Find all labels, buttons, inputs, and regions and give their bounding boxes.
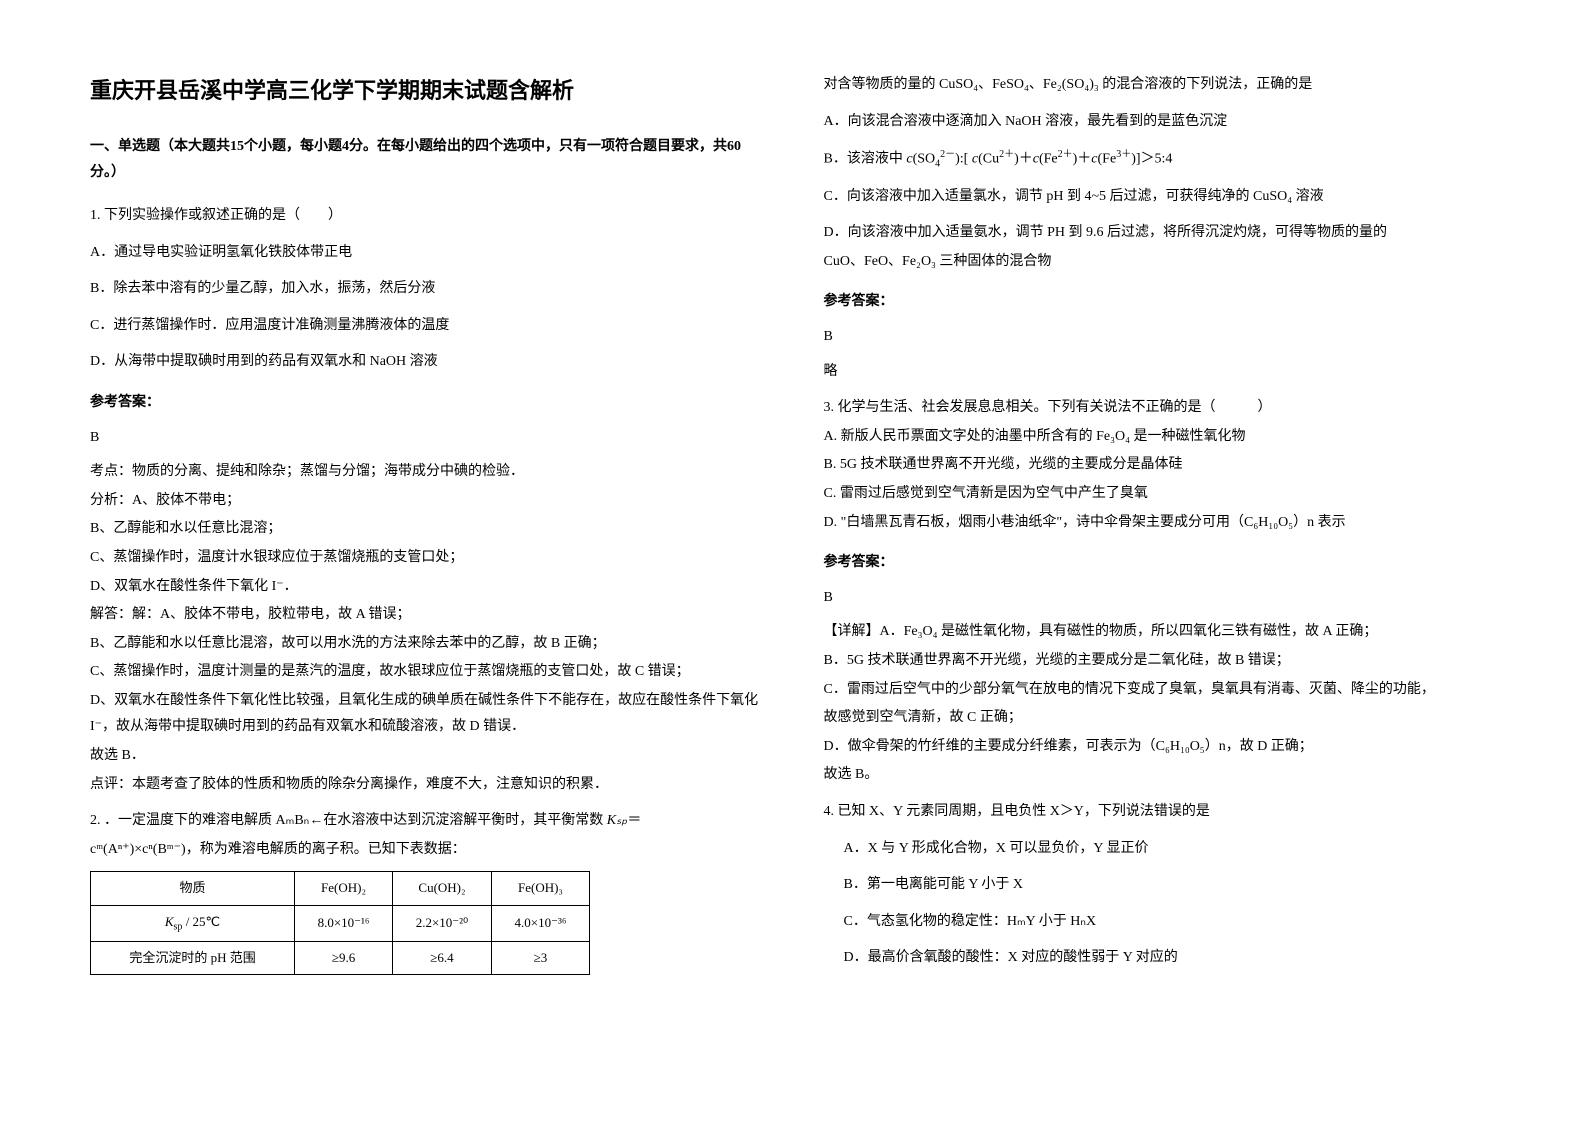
q3-option-c: C. 雷雨过后感觉到空气清新是因为空气中产生了臭氧	[824, 481, 1498, 508]
q3-xiangjie-c2: 故感觉到空气清新，故 C 正确；	[824, 705, 1498, 732]
q3-xiangjie-b: B．5G 技术联通世界离不开光缆，光缆的主要成分是二氧化硅，故 B 错误；	[824, 648, 1498, 675]
q3-option-a: A. 新版人民币票面文字处的油墨中所含有的 Fe₃O₄ 是一种磁性氧化物	[824, 424, 1498, 451]
th-cuoh2: Cu(OH)₂	[393, 872, 492, 906]
table-row: 完全沉淀时的 pH 范围 ≥9.6 ≥6.4 ≥3	[91, 941, 590, 975]
q1-kaodian: 考点：物质的分离、提纯和除杂；蒸馏与分馏；海带成分中碘的检验．	[90, 459, 764, 486]
table-row: 物质 Fe(OH)₂ Cu(OH)₂ Fe(OH)₃	[91, 872, 590, 906]
q1-answer-label: 参考答案：	[90, 390, 764, 417]
q3-option-d: D. "白墙黑瓦青石板，烟雨小巷油纸伞"，诗中伞骨架主要成分可用（C₆H₁₀O₅…	[824, 510, 1498, 537]
q4-option-d: D．最高价含氧酸的酸性：X 对应的酸性弱于 Y 对应的	[824, 945, 1498, 972]
td-ph-cuoh2: ≥6.4	[393, 941, 492, 975]
section-heading: 一、单选题（本大题共15个小题，每小题4分。在每小题给出的四个选项中，只有一项符…	[90, 134, 764, 187]
q2-option-b: B．该溶液中 c(SO42－):[ c(Cu2＋)＋c(Fe2＋)＋c(Fe3＋…	[824, 145, 1498, 173]
q1-option-c: C．进行蒸馏操作时．应用温度计准确测量沸腾液体的温度	[90, 313, 764, 340]
q1-stem: 1. 下列实验操作或叙述正确的是（ ）	[90, 203, 764, 230]
q2-stem-a: 2. ．一定温度下的难溶电解质 AₘBₙ←在水溶液中达到沉淀溶解平衡时，其平衡常…	[90, 813, 607, 828]
q1-jieda-d: D、双氧水在酸性条件下氧化性比较强，且氧化生成的碘单质在碱性条件下不能存在，故应…	[90, 688, 764, 741]
q1-answer: B	[90, 425, 764, 452]
q3-xiangjie-c1: C．雷雨过后空气中的少部分氧气在放电的情况下变成了臭氧，臭氧具有消毒、灭菌、降尘…	[824, 677, 1498, 704]
q2-answer-label: 参考答案：	[824, 289, 1498, 316]
q2-answer: B	[824, 324, 1498, 351]
td-ph-feoh3: ≥3	[491, 941, 589, 975]
q1-option-b: B．除去苯中溶有的少量乙醇，加入水，振荡，然后分液	[90, 276, 764, 303]
q3-xiangjie-e: 故选 B。	[824, 762, 1498, 789]
q4-option-c: C．气态氢化物的稳定性：HₘY 小于 HₙX	[824, 909, 1498, 936]
q3-xiangjie-a: 【详解】A．Fe₃O₄ 是磁性氧化物，具有磁性的物质，所以四氧化三铁有磁性，故 …	[824, 619, 1498, 646]
q4-option-a: A．X 与 Y 形成化合物，X 可以显负价，Y 显正价	[824, 836, 1498, 863]
th-feoh3: Fe(OH)₃	[491, 872, 589, 906]
td-ph-label: 完全沉淀时的 pH 范围	[91, 941, 295, 975]
q1-fenxi-c: C、蒸馏操作时，温度计水银球应位于蒸馏烧瓶的支管口处；	[90, 545, 764, 572]
right-column: 对含等物质的量的 CuSO₄、FeSO₄、Fe₂(SO₄)₃ 的混合溶液的下列说…	[794, 70, 1528, 1082]
q2-option-d1: D．向该溶液中加入适量氨水，调节 PH 到 9.6 后过滤，将所得沉淀灼烧，可得…	[824, 220, 1498, 247]
q4-option-b: B．第一电离能可能 Y 小于 X	[824, 872, 1498, 899]
q2-stem-d: cᵐ(Aⁿ⁺)×cⁿ(Bᵐ⁻)，称为难溶电解质的离子积。已知下表数据：	[90, 837, 764, 864]
th-substance: 物质	[91, 872, 295, 906]
th-feoh2: Fe(OH)₂	[295, 872, 393, 906]
q2-option-c: C．向该溶液中加入适量氯水，调节 pH 到 4~5 后过滤，可获得纯净的 CuS…	[824, 184, 1498, 211]
table-row: Ksp / 25℃ 8.0×10⁻¹⁶ 2.2×10⁻²⁰ 4.0×10⁻³⁶	[91, 906, 590, 942]
q1-jieda-b: B、乙醇能和水以任意比混溶，故可以用水洗的方法来除去苯中的乙醇，故 B 正确；	[90, 631, 764, 658]
q3-stem: 3. 化学与生活、社会发展息息相关。下列有关说法不正确的是（ ）	[824, 395, 1498, 422]
q1-fenxi-a: 分析：A、胶体不带电；	[90, 488, 764, 515]
q3-answer: B	[824, 585, 1498, 612]
q1-jieda-a: 解答：解：A、胶体不带电，胶粒带电，故 A 错误；	[90, 602, 764, 629]
td-ksp-feoh3: 4.0×10⁻³⁶	[491, 906, 589, 942]
page-title: 重庆开县岳溪中学高三化学下学期期末试题含解析	[90, 70, 764, 112]
q1-option-d: D．从海带中提取碘时用到的药品有双氧水和 NaOH 溶液	[90, 349, 764, 376]
q2-lead: 对含等物质的量的 CuSO₄、FeSO₄、Fe₂(SO₄)₃ 的混合溶液的下列说…	[824, 72, 1498, 99]
left-column: 重庆开县岳溪中学高三化学下学期期末试题含解析 一、单选题（本大题共15个小题，每…	[60, 70, 794, 1082]
q3-xiangjie-d: D．做伞骨架的竹纤维的主要成分纤维素，可表示为（C₆H₁₀O₅）n，故 D 正确…	[824, 734, 1498, 761]
q1-fenxi-d: D、双氧水在酸性条件下氧化 I⁻．	[90, 574, 764, 601]
q1-jieda-c: C、蒸馏操作时，温度计测量的是蒸汽的温度，故水银球应位于蒸馏烧瓶的支管口处，故 …	[90, 659, 764, 686]
q2-stem-b: Kₛₚ	[607, 813, 628, 828]
q1-option-a: A．通过导电实验证明氢氧化铁胶体带正电	[90, 240, 764, 267]
td-ph-feoh2: ≥9.6	[295, 941, 393, 975]
q2-option-d2: CuO、FeO、Fe₂O₃ 三种固体的混合物	[824, 249, 1498, 276]
q2-stem-c: ＝	[627, 813, 641, 828]
q1-fenxi-b: B、乙醇能和水以任意比混溶；	[90, 516, 764, 543]
q1-jieda-e: 故选 B．	[90, 743, 764, 770]
td-ksp-label: Ksp / 25℃	[91, 906, 295, 942]
q2-stem: 2. ．一定温度下的难溶电解质 AₘBₙ←在水溶液中达到沉淀溶解平衡时，其平衡常…	[90, 808, 764, 835]
td-ksp-feoh2: 8.0×10⁻¹⁶	[295, 906, 393, 942]
td-ksp-cuoh2: 2.2×10⁻²⁰	[393, 906, 492, 942]
q3-option-b: B. 5G 技术联通世界离不开光缆，光缆的主要成分是晶体硅	[824, 452, 1498, 479]
q2-omit: 略	[824, 359, 1498, 386]
q1-dianping: 点评：本题考查了胶体的性质和物质的除杂分离操作，难度不大，注意知识的积累．	[90, 772, 764, 799]
q3-answer-label: 参考答案：	[824, 550, 1498, 577]
q4-stem: 4. 已知 X、Y 元素同周期，且电负性 X＞Y，下列说法错误的是	[824, 799, 1498, 826]
q2-table: 物质 Fe(OH)₂ Cu(OH)₂ Fe(OH)₃ Ksp / 25℃ 8.0…	[90, 871, 590, 975]
q2-option-a: A．向该混合溶液中逐滴加入 NaOH 溶液，最先看到的是蓝色沉淀	[824, 109, 1498, 136]
